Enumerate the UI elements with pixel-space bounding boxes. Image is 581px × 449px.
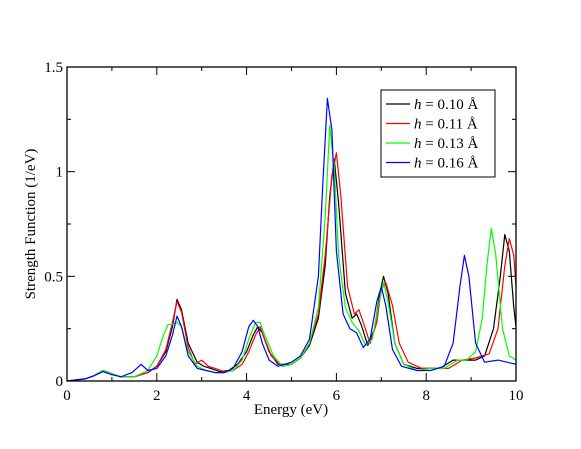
legend-value: = 0.16 Å <box>422 156 479 172</box>
legend-var: h <box>414 136 422 152</box>
series-line-4 <box>66 97 517 382</box>
x-tick-label: 10 <box>509 388 524 404</box>
legend-label-2: h = 0.11 Å <box>414 117 478 133</box>
series-line-3 <box>66 124 517 382</box>
y-axis-title: Strength Function (1/eV) <box>23 149 39 300</box>
x-tick-label: 4 <box>243 388 251 404</box>
legend-label-1: h = 0.10 Å <box>414 97 478 113</box>
plot-area-frame <box>66 66 517 382</box>
series-line-2 <box>66 152 517 382</box>
legend-var: h <box>414 117 422 133</box>
series-line-1 <box>66 158 517 382</box>
legend-value: = 0.13 Å <box>422 136 479 152</box>
x-tick-label: 6 <box>333 388 341 404</box>
legend: h = 0.10 Åh = 0.11 Åh = 0.13 Åh = 0.16 Å <box>380 89 496 178</box>
legend-var: h <box>414 156 422 172</box>
x-tick-label: 2 <box>153 388 161 404</box>
x-axis-title: Energy (eV) <box>254 402 328 418</box>
series-layer <box>66 97 517 382</box>
y-tick-label: 1 <box>56 165 64 181</box>
y-tick-label: 0 <box>56 374 64 390</box>
legend-var: h <box>414 97 422 113</box>
legend-label-4: h = 0.16 Å <box>414 156 478 172</box>
x-tick-label: 8 <box>422 388 430 404</box>
legend-label-3: h = 0.13 Å <box>414 136 478 152</box>
legend-value: = 0.10 Å <box>422 97 479 113</box>
y-tick-label: 1.5 <box>44 60 63 76</box>
y-tick-label: 0.5 <box>44 269 63 285</box>
legend-value: = 0.11 Å <box>422 117 478 133</box>
x-tick-label: 0 <box>63 388 71 404</box>
